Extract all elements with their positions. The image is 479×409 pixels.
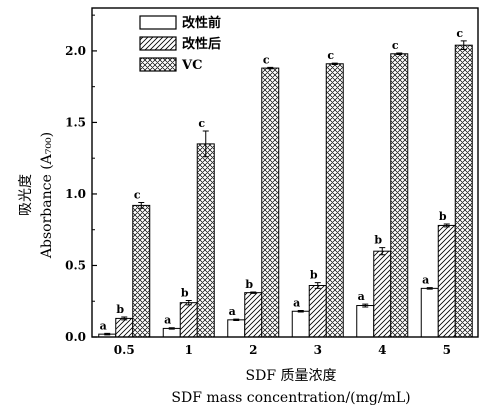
error-bar-vc — [396, 52, 403, 55]
significance-label: b — [310, 269, 318, 282]
y-tick-label: 2.0 — [65, 44, 86, 58]
bar-vc — [132, 204, 151, 338]
bar-before — [162, 327, 181, 338]
significance-label: c — [263, 53, 270, 66]
legend-label-vc: VC — [181, 58, 202, 73]
error-bar-vc — [331, 62, 338, 66]
error-bar-before — [297, 310, 304, 313]
bar-after — [179, 302, 198, 338]
significance-label: a — [422, 274, 429, 287]
error-bar-after — [314, 282, 321, 289]
x-tick-label: 1 — [185, 343, 193, 357]
significance-label: a — [229, 305, 236, 318]
bar-after — [115, 317, 134, 338]
significance-label: c — [198, 117, 205, 130]
bar-before — [356, 305, 375, 338]
legend-label-before: 改性前 — [182, 15, 221, 31]
bar-vc — [261, 67, 280, 338]
error-bar-after — [379, 247, 386, 256]
plot-frame — [91, 7, 479, 338]
x-axis-label-cn: SDF 质量浓度 — [246, 368, 337, 384]
y-axis-label-cn: 吸光度 — [18, 174, 34, 216]
x-tick-label: 5 — [443, 343, 451, 357]
bar-after — [308, 285, 327, 338]
bar-vc — [196, 143, 215, 338]
significance-label: a — [100, 319, 107, 332]
bar-before — [227, 319, 246, 338]
significance-label: b — [374, 234, 382, 247]
significance-label: c — [392, 39, 399, 52]
bar-before — [420, 287, 439, 338]
bar-after — [373, 250, 392, 338]
x-tick-label: 3 — [314, 343, 322, 357]
legend-swatch-vc — [139, 57, 177, 72]
bar-vc — [390, 53, 409, 338]
error-bar-vc — [460, 40, 467, 50]
error-bar-after — [121, 316, 128, 321]
error-bar-after — [443, 223, 450, 228]
y-tick-label: 0.5 — [65, 258, 86, 272]
y-tick-label: 1.0 — [65, 187, 86, 201]
x-tick-label: 2 — [249, 343, 257, 357]
bar-vc — [454, 44, 473, 338]
error-bar-before — [362, 303, 369, 308]
significance-label: c — [327, 49, 334, 62]
error-bar-before — [168, 327, 175, 330]
significance-label: b — [245, 278, 253, 291]
significance-label: a — [293, 297, 300, 310]
significance-label: a — [164, 314, 171, 327]
bar-vc — [325, 63, 344, 338]
y-axis-label-en: Absorbance (A₇₀₀) — [39, 132, 55, 259]
bar-before — [291, 310, 310, 338]
x-axis-label-en: SDF mass concentration/(mg/mL) — [171, 390, 410, 406]
significance-label: c — [456, 27, 463, 40]
significance-label: b — [439, 210, 447, 223]
error-bar-vc — [202, 130, 209, 158]
error-bar-before — [426, 287, 433, 290]
bar-after — [244, 292, 263, 338]
error-bar-after — [250, 291, 257, 294]
error-bar-before — [233, 318, 240, 322]
error-bar-vc — [138, 202, 145, 209]
significance-label: c — [134, 189, 141, 202]
error-bar-vc — [267, 66, 274, 70]
significance-label: b — [116, 303, 124, 316]
legend-swatch-before — [139, 15, 177, 30]
legend-label-after: 改性后 — [182, 36, 221, 52]
legend-swatch-after — [139, 36, 177, 51]
y-axis-ticks: 0.0 0.5 1.0 1.5 2.0 — [65, 14, 97, 344]
significance-label: a — [358, 290, 365, 303]
legend: 改性前 改性后 VC — [139, 15, 221, 73]
significance-label: b — [181, 287, 189, 300]
x-tick-label: 4 — [378, 343, 386, 357]
error-bar-after — [185, 300, 192, 306]
x-tick-label: 0.5 — [114, 343, 135, 357]
y-tick-label: 0.0 — [65, 330, 86, 344]
error-bar-before — [104, 332, 111, 336]
bar-after — [437, 224, 456, 338]
y-tick-label: 1.5 — [65, 115, 86, 129]
